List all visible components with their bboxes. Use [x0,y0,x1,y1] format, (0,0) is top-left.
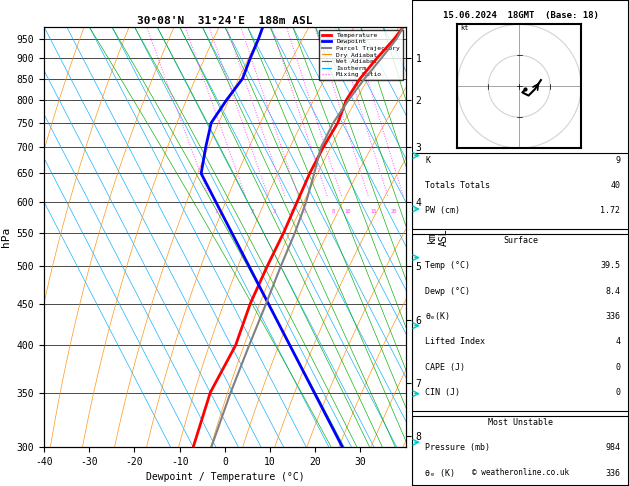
Text: K: K [425,156,430,165]
X-axis label: Dewpoint / Temperature (°C): Dewpoint / Temperature (°C) [145,472,304,483]
Text: Surface: Surface [503,236,538,245]
Text: 984: 984 [605,443,620,452]
Text: 39.5: 39.5 [600,261,620,271]
Text: 0: 0 [615,388,620,397]
Text: 2: 2 [250,209,253,214]
Text: 8: 8 [331,209,335,214]
Text: θₑ(K): θₑ(K) [425,312,450,321]
Text: 3: 3 [273,209,276,214]
Text: 8.4: 8.4 [605,287,620,296]
Text: 10: 10 [344,209,350,214]
Text: Lifted Index: Lifted Index [425,337,485,347]
Text: 1.72: 1.72 [600,206,620,215]
Text: 20: 20 [390,209,397,214]
Text: 1: 1 [214,209,217,214]
Text: Totals Totals: Totals Totals [425,181,490,190]
Y-axis label: hPa: hPa [1,227,11,247]
Text: Most Unstable: Most Unstable [488,418,553,427]
Text: 4: 4 [289,209,292,214]
Text: 9: 9 [615,156,620,165]
Bar [412,416,629,486]
Title: 30°08'N  31°24'E  188m ASL: 30°08'N 31°24'E 188m ASL [137,16,313,26]
Text: CIN (J): CIN (J) [425,388,460,397]
Text: CAPE (J): CAPE (J) [425,363,465,372]
Bar [412,234,629,411]
Text: 15.06.2024  18GMT  (Base: 18): 15.06.2024 18GMT (Base: 18) [443,11,598,20]
Text: 0: 0 [615,363,620,372]
Text: 5: 5 [303,209,306,214]
Text: 15: 15 [370,209,377,214]
Y-axis label: km
ASL: km ASL [427,228,448,246]
Legend: Temperature, Dewpoint, Parcel Trajectory, Dry Adiabat, Wet Adiabat, Isotherm, Mi: Temperature, Dewpoint, Parcel Trajectory… [320,30,403,80]
Text: kt: kt [460,25,469,32]
Text: Pressure (mb): Pressure (mb) [425,443,490,452]
Text: θₑ (K): θₑ (K) [425,469,455,478]
Text: PW (cm): PW (cm) [425,206,460,215]
Text: Dewp (°C): Dewp (°C) [425,287,470,296]
Text: 4: 4 [615,337,620,347]
Text: 40: 40 [610,181,620,190]
Text: 336: 336 [605,312,620,321]
Bar [412,153,629,229]
Text: 336: 336 [605,469,620,478]
Text: © weatheronline.co.uk: © weatheronline.co.uk [472,468,569,477]
Text: Temp (°C): Temp (°C) [425,261,470,271]
